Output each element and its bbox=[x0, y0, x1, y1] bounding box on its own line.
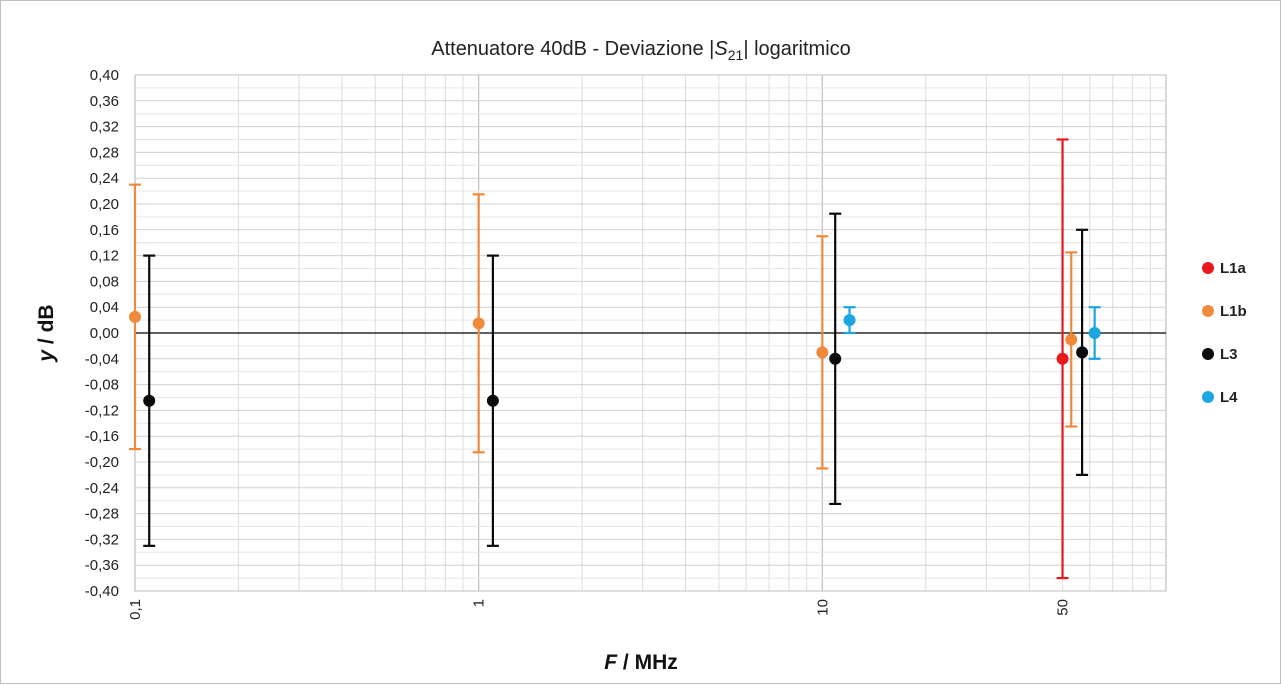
data-point-l1b bbox=[129, 310, 141, 323]
x-tick-label: 50 bbox=[1055, 599, 1072, 616]
y-tick-label: -0,28 bbox=[85, 506, 119, 523]
chart-title: Attenuatore 40dB - Deviazione |S21| loga… bbox=[431, 38, 851, 63]
y-tick-label: -0,24 bbox=[85, 480, 119, 497]
title-symbol: S bbox=[714, 38, 728, 60]
axes: -0,40 -0,36 -0,32 -0,28 -0,24 -0,20 -0,16 -0,12… bbox=[85, 67, 1167, 620]
data-point-l3 bbox=[486, 394, 499, 407]
title-post: | logaritmico bbox=[743, 38, 850, 60]
legend-label-l4: L4 bbox=[1220, 389, 1238, 406]
legend-marker-l1b bbox=[1202, 305, 1214, 317]
x-tick-label: 10 bbox=[814, 599, 831, 616]
data-point-l1a bbox=[1056, 352, 1069, 365]
data-point-l3 bbox=[829, 352, 842, 365]
data-marks bbox=[129, 138, 1101, 580]
y-axis-title-unit: / dB bbox=[35, 304, 58, 350]
legend-marker-l1a bbox=[1202, 262, 1214, 274]
data-point-l3 bbox=[1076, 346, 1089, 359]
y-tick-label: 0,16 bbox=[90, 222, 119, 239]
y-tick-label: 0,08 bbox=[90, 273, 119, 290]
data-point-l1b bbox=[472, 317, 485, 330]
x-tick-label: 1 bbox=[471, 599, 488, 607]
y-tick-label: 0,36 bbox=[90, 93, 119, 110]
x-axis-title: F / MHz bbox=[604, 651, 678, 674]
data-point-l4 bbox=[843, 314, 856, 327]
title-subscript: 21 bbox=[728, 47, 744, 63]
legend-marker-l4 bbox=[1202, 391, 1214, 403]
legend-label-l3: L3 bbox=[1220, 346, 1238, 363]
y-tick-label: 0,12 bbox=[90, 248, 119, 265]
y-tick-label: -0,20 bbox=[85, 454, 119, 471]
data-point-l4 bbox=[1088, 327, 1101, 339]
title-pre: Attenuatore 40dB - Deviazione | bbox=[431, 38, 714, 60]
data-point-l1b bbox=[1065, 333, 1078, 346]
y-tick-label: -0,32 bbox=[85, 531, 119, 548]
y-tick-label: 0,40 bbox=[90, 67, 119, 84]
legend-label-l1a: L1a bbox=[1220, 260, 1247, 277]
data-point-l3 bbox=[143, 394, 156, 407]
y-axis-title-symbol: y bbox=[35, 349, 58, 363]
y-axis-title: y / dB bbox=[35, 304, 58, 362]
y-tick-label: 0,32 bbox=[90, 119, 119, 136]
y-tick-label: 0,04 bbox=[90, 299, 119, 316]
x-axis-title-symbol: F bbox=[604, 651, 618, 674]
legend-marker-l3 bbox=[1202, 348, 1214, 360]
y-tick-label: -0,08 bbox=[85, 377, 119, 394]
y-tick-label: -0,40 bbox=[85, 583, 119, 600]
x-tick-label: 0,1 bbox=[127, 599, 144, 620]
legend-label-l1b: L1b bbox=[1220, 303, 1247, 320]
y-tick-label: -0,12 bbox=[85, 402, 119, 419]
y-tick-label: -0,36 bbox=[85, 557, 119, 574]
y-tick-label: 0,20 bbox=[90, 196, 119, 213]
y-tick-label: 0,24 bbox=[90, 170, 119, 187]
data-point-l1b bbox=[816, 346, 829, 359]
x-axis-title-unit: / MHz bbox=[617, 651, 678, 674]
y-tick-label: -0,04 bbox=[85, 351, 119, 368]
y-tick-label: 0,28 bbox=[90, 144, 119, 161]
legend: L1a L1b L3 L4 bbox=[1202, 260, 1247, 406]
y-tick-label: 0,00 bbox=[90, 325, 119, 342]
y-tick-label: -0,16 bbox=[85, 428, 119, 445]
